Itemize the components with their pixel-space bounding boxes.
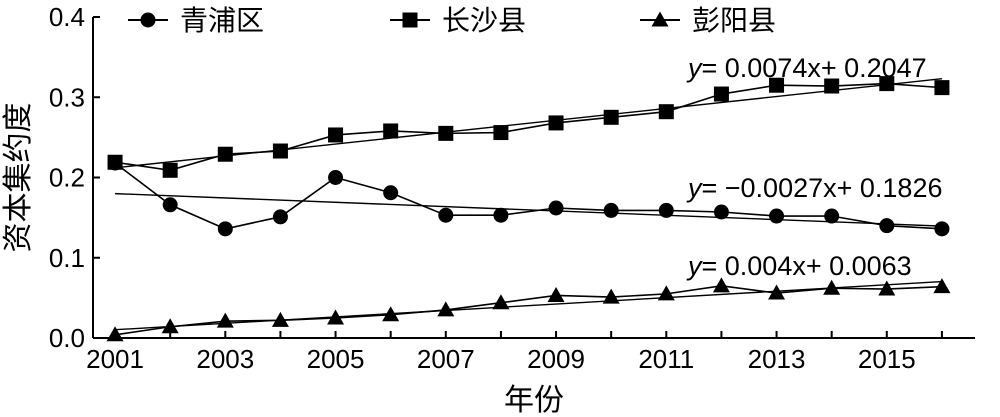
series-line: [114, 82, 942, 172]
legend-marker: [140, 12, 156, 28]
data-point: [713, 204, 729, 220]
data-point: [769, 77, 785, 93]
x-tick-label: 2005: [307, 344, 365, 374]
x-tick-label: 2015: [858, 344, 916, 374]
data-point: [272, 143, 288, 159]
legend: 青浦区 长沙县 彭阳县: [128, 4, 776, 37]
data-point: [493, 125, 509, 141]
data-point: [217, 146, 233, 162]
data-point: [934, 80, 950, 96]
data-point: [382, 306, 400, 322]
x-tick-label: 2007: [417, 344, 475, 374]
data-point: [769, 208, 785, 224]
data-point: [438, 125, 454, 141]
trend-equations: y= −0.0027x+ 0.1826 y= 0.0074x+ 0.2047 y= …: [686, 53, 942, 281]
x-tick-label: 2011: [638, 344, 694, 374]
trend-equation: y= −0.0027x+ 0.1826: [686, 173, 942, 203]
trend-line: [115, 192, 942, 227]
data-point: [879, 218, 895, 234]
data-point: [658, 104, 674, 120]
data-point: [713, 86, 729, 102]
axes: 2001 2003 2005 2007 2009 2011 2013 2015 0.0 0.1 0.…: [49, 2, 975, 374]
trend-equation: y= 0.0074x+ 0.2047: [686, 53, 927, 83]
data-point: [438, 207, 454, 223]
data-point: [602, 288, 620, 304]
legend-label: 彭阳县: [692, 4, 776, 37]
x-tick-label: 2003: [196, 344, 254, 374]
data-point: [712, 277, 730, 293]
y-tick-label: 0.3: [49, 82, 85, 112]
y-tick-label: 0.1: [49, 243, 85, 273]
trend-line: [114, 78, 942, 169]
data-point: [603, 109, 619, 125]
trend-equation: y= 0.004x+ 0.0063: [686, 251, 912, 281]
data-point: [271, 311, 289, 327]
data-point: [161, 318, 179, 334]
data-point: [823, 279, 841, 295]
series-line: [114, 162, 942, 230]
data-point: [658, 202, 674, 218]
x-tick-label: 2009: [527, 344, 585, 374]
data-point: [657, 285, 675, 301]
data-point: [383, 123, 399, 139]
y-tick-label: 0.2: [49, 163, 85, 193]
x-axis-title: 年份: [504, 383, 564, 417]
data-point: [162, 197, 178, 213]
data-point: [934, 221, 950, 237]
legend-label: 青浦区: [180, 4, 264, 37]
x-tick-label: 2001: [86, 344, 144, 374]
series-line: [114, 285, 942, 336]
data-point: [162, 162, 178, 178]
y-tick-label: 0.4: [49, 2, 85, 32]
data-point: [878, 280, 896, 296]
legend-marker: [651, 11, 669, 27]
data-point: [933, 278, 951, 294]
data-point: [879, 76, 895, 92]
data-point: [547, 286, 565, 302]
x-tick-label: 2013: [748, 344, 806, 374]
data-point: [327, 309, 345, 325]
data-point: [492, 294, 510, 310]
data-point: [548, 200, 564, 216]
data-point: [383, 185, 399, 201]
data-point: [768, 284, 786, 300]
data-point: [216, 312, 234, 328]
data-point: [217, 221, 233, 237]
data-point: [328, 127, 344, 143]
data-point: [824, 78, 840, 94]
y-tick-label: 0.0: [49, 323, 85, 353]
data-point: [493, 207, 509, 223]
data-point: [824, 208, 840, 224]
legend-marker: [402, 12, 418, 28]
data-point: [272, 209, 288, 225]
y-axis-title: 资本集约度: [1, 103, 36, 253]
data-point: [328, 170, 344, 185]
data-point: [107, 154, 123, 170]
data-point: [548, 115, 564, 131]
plot-area: [106, 76, 951, 342]
data-point: [437, 301, 455, 317]
trend-line: [115, 280, 942, 331]
data-point: [603, 202, 619, 218]
legend-label: 长沙县: [442, 4, 526, 37]
